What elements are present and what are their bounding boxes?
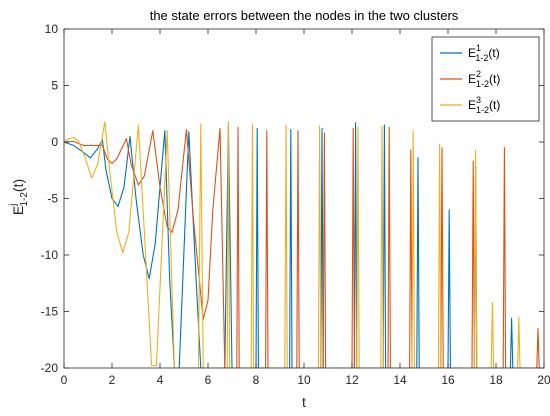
y-axis-label-suffix: (t) — [10, 179, 26, 192]
legend-label-2: E2 1-2(t) — [468, 69, 500, 89]
y-tick-label: -15 — [41, 305, 59, 319]
y-tick-label: 10 — [45, 22, 59, 36]
legend-label-1: E1 1-2(t) — [468, 43, 500, 63]
legend-label-base: E — [468, 72, 476, 86]
x-tick-label: 10 — [297, 373, 311, 387]
y-axis-label-text: Ej1-2(t) — [8, 179, 30, 215]
series-line-1 — [64, 122, 514, 368]
y-tick-label: 0 — [51, 135, 58, 149]
x-tick-label: 14 — [393, 373, 407, 387]
x-tick-label: 16 — [441, 373, 455, 387]
x-tick-label: 12 — [345, 373, 359, 387]
y-axis-label-superscript: j — [8, 204, 19, 207]
legend-label-subscript: 1-2 — [475, 53, 488, 63]
y-tick-label: -5 — [47, 192, 58, 206]
legend: E1 1-2(t)E2 1-2(t)E3 1-2(t) — [431, 36, 540, 122]
legend-label-suffix: (t) — [488, 46, 499, 60]
x-tick-label: 6 — [205, 373, 212, 387]
legend-label-superscript: 2 — [476, 69, 481, 79]
y-axis-label-base: E — [10, 206, 26, 215]
y-tick-label: 5 — [51, 79, 58, 93]
x-tick-label: 18 — [489, 373, 503, 387]
series-group — [64, 121, 540, 368]
x-tick-label: 2 — [109, 373, 116, 387]
legend-label-suffix: (t) — [489, 98, 500, 112]
legend-label-3: E3 1-2(t) — [468, 95, 500, 115]
legend-label-base: E — [468, 98, 476, 112]
y-axis-label: Ej1-2(t) — [8, 179, 30, 215]
legend-label-superscript: 1 — [476, 43, 481, 53]
legend-label-superscript: 3 — [476, 95, 481, 105]
legend-label-subscript: 1-2 — [476, 105, 489, 115]
legend-label-base: E — [468, 46, 476, 60]
x-tick-label: 20 — [537, 373, 550, 387]
legend-label-subscript: 1-2 — [476, 79, 489, 89]
series-line-3 — [64, 121, 521, 368]
x-axis-label: t — [302, 394, 306, 410]
y-tick-label: -10 — [41, 248, 59, 262]
x-tick-label: 4 — [157, 373, 164, 387]
y-tick-label: -20 — [41, 361, 59, 375]
x-tick-label: 0 — [61, 373, 68, 387]
x-tick-label: 8 — [253, 373, 260, 387]
y-axis-label-subscript: 1-2 — [19, 192, 30, 207]
legend-label-suffix: (t) — [489, 72, 500, 86]
chart-title: the state errors between the nodes in th… — [150, 8, 459, 23]
series-line-2 — [64, 126, 540, 368]
